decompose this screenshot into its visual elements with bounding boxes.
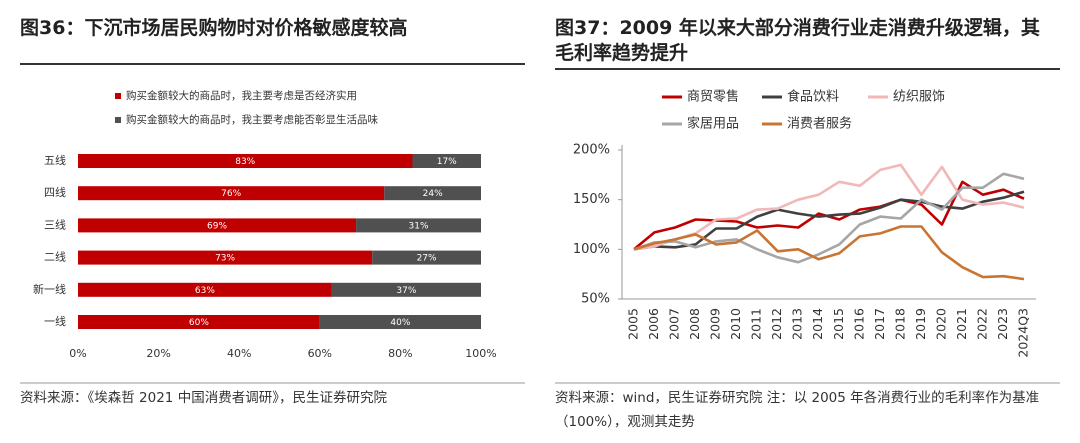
y-tick-label: 五线 [44,153,66,167]
bar-segment [78,218,357,233]
x-tick-label: 2012 [769,308,784,340]
value-label: 40% [390,318,410,328]
bar-segment [331,282,481,297]
x-tick-label: 2013 [790,308,805,340]
x-tick-label: 2016 [851,308,866,340]
y-tick-label: 四线 [44,185,66,199]
x-tick-label: 2024Q3 [1016,308,1031,358]
x-tick-label: 2011 [749,308,764,340]
x-tick-label: 2014 [810,308,825,340]
x-tick-label: 80% [388,347,412,360]
value-label: 27% [417,254,437,264]
source-note: 资料来源：wind，民生证券研究院 注：以 2005 年各消费行业的毛利率作为基… [555,390,1040,430]
x-tick-label: 20% [146,347,170,360]
bar-segment [78,282,332,297]
series-line [633,190,1025,251]
chart-title: 图37：2009 年以来大部分消费行业走消费升级逻辑，其毛利率趋势提升 [555,17,1040,64]
source-note: 资料来源：《埃森哲 2021 中国消费者调研》，民生证券研究院 [20,390,387,406]
x-tick-label: 2007 [667,308,682,340]
value-label: 60% [189,318,209,328]
x-tick-label: 2020 [933,308,948,340]
value-label: 17% [437,157,457,167]
y-tick-label: 50% [581,292,610,307]
y-tick-label: 200% [573,143,610,158]
bar-segment [356,218,481,233]
legend-label: 食品饮料 [787,89,839,105]
value-label: 24% [423,189,443,199]
x-tick-label: 2022 [974,308,989,340]
y-tick-label: 新一线 [33,282,66,296]
bar-segment [372,250,481,265]
y-tick-label: 三线 [44,217,66,231]
x-tick-label: 2017 [872,308,887,340]
x-tick-label: 2009 [708,308,723,340]
chart-title: 图36：下沉市场居民购物时对价格敏感度较高 [20,17,408,39]
y-tick-label: 二线 [44,250,66,264]
value-label: 76% [221,189,241,199]
x-tick-label: 60% [308,347,332,360]
series-line [633,172,1025,264]
legend-swatch [115,117,121,123]
y-tick-label: 100% [573,242,610,257]
x-tick-label: 2006 [646,308,661,340]
x-tick-label: 100% [465,347,496,360]
bar-segment [78,250,373,265]
legend-label: 消费者服务 [787,116,852,132]
value-label: 83% [235,157,255,167]
x-tick-label: 40% [227,347,251,360]
value-label: 63% [195,286,215,296]
legend-label: 购买金额较大的商品时，我主要考虑能否彰显生活品味 [126,113,378,126]
x-tick-label: 2015 [831,308,846,340]
value-label: 37% [396,286,416,296]
y-tick-label: 150% [573,192,610,207]
x-tick-label: 2021 [954,308,969,340]
x-tick-label: 2018 [892,308,907,340]
x-tick-label: 2005 [626,308,641,340]
x-tick-label: 0% [69,347,86,360]
bar-segment [412,154,481,168]
x-tick-label: 2023 [995,308,1010,340]
legend-label: 家居用品 [687,116,739,132]
bar-segment [78,154,413,168]
bar-segment [384,186,481,201]
series-line [633,225,1025,281]
bar-segment [319,315,481,329]
legend-label: 购买金额较大的商品时，我主要考虑是否经济实用 [126,89,357,102]
legend-swatch [115,93,121,99]
bar-segment [78,186,385,201]
y-tick-label: 一线 [44,314,66,328]
value-label: 69% [207,221,227,231]
value-label: 73% [215,254,235,264]
bar-segment [78,315,320,329]
x-tick-label: 2019 [913,308,928,340]
value-label: 31% [409,221,429,231]
x-tick-label: 2008 [687,308,702,340]
legend-label: 商贸零售 [687,89,739,105]
series-line [633,163,1025,251]
legend-label: 纺织服饰 [893,90,945,105]
x-tick-label: 2010 [728,308,743,340]
